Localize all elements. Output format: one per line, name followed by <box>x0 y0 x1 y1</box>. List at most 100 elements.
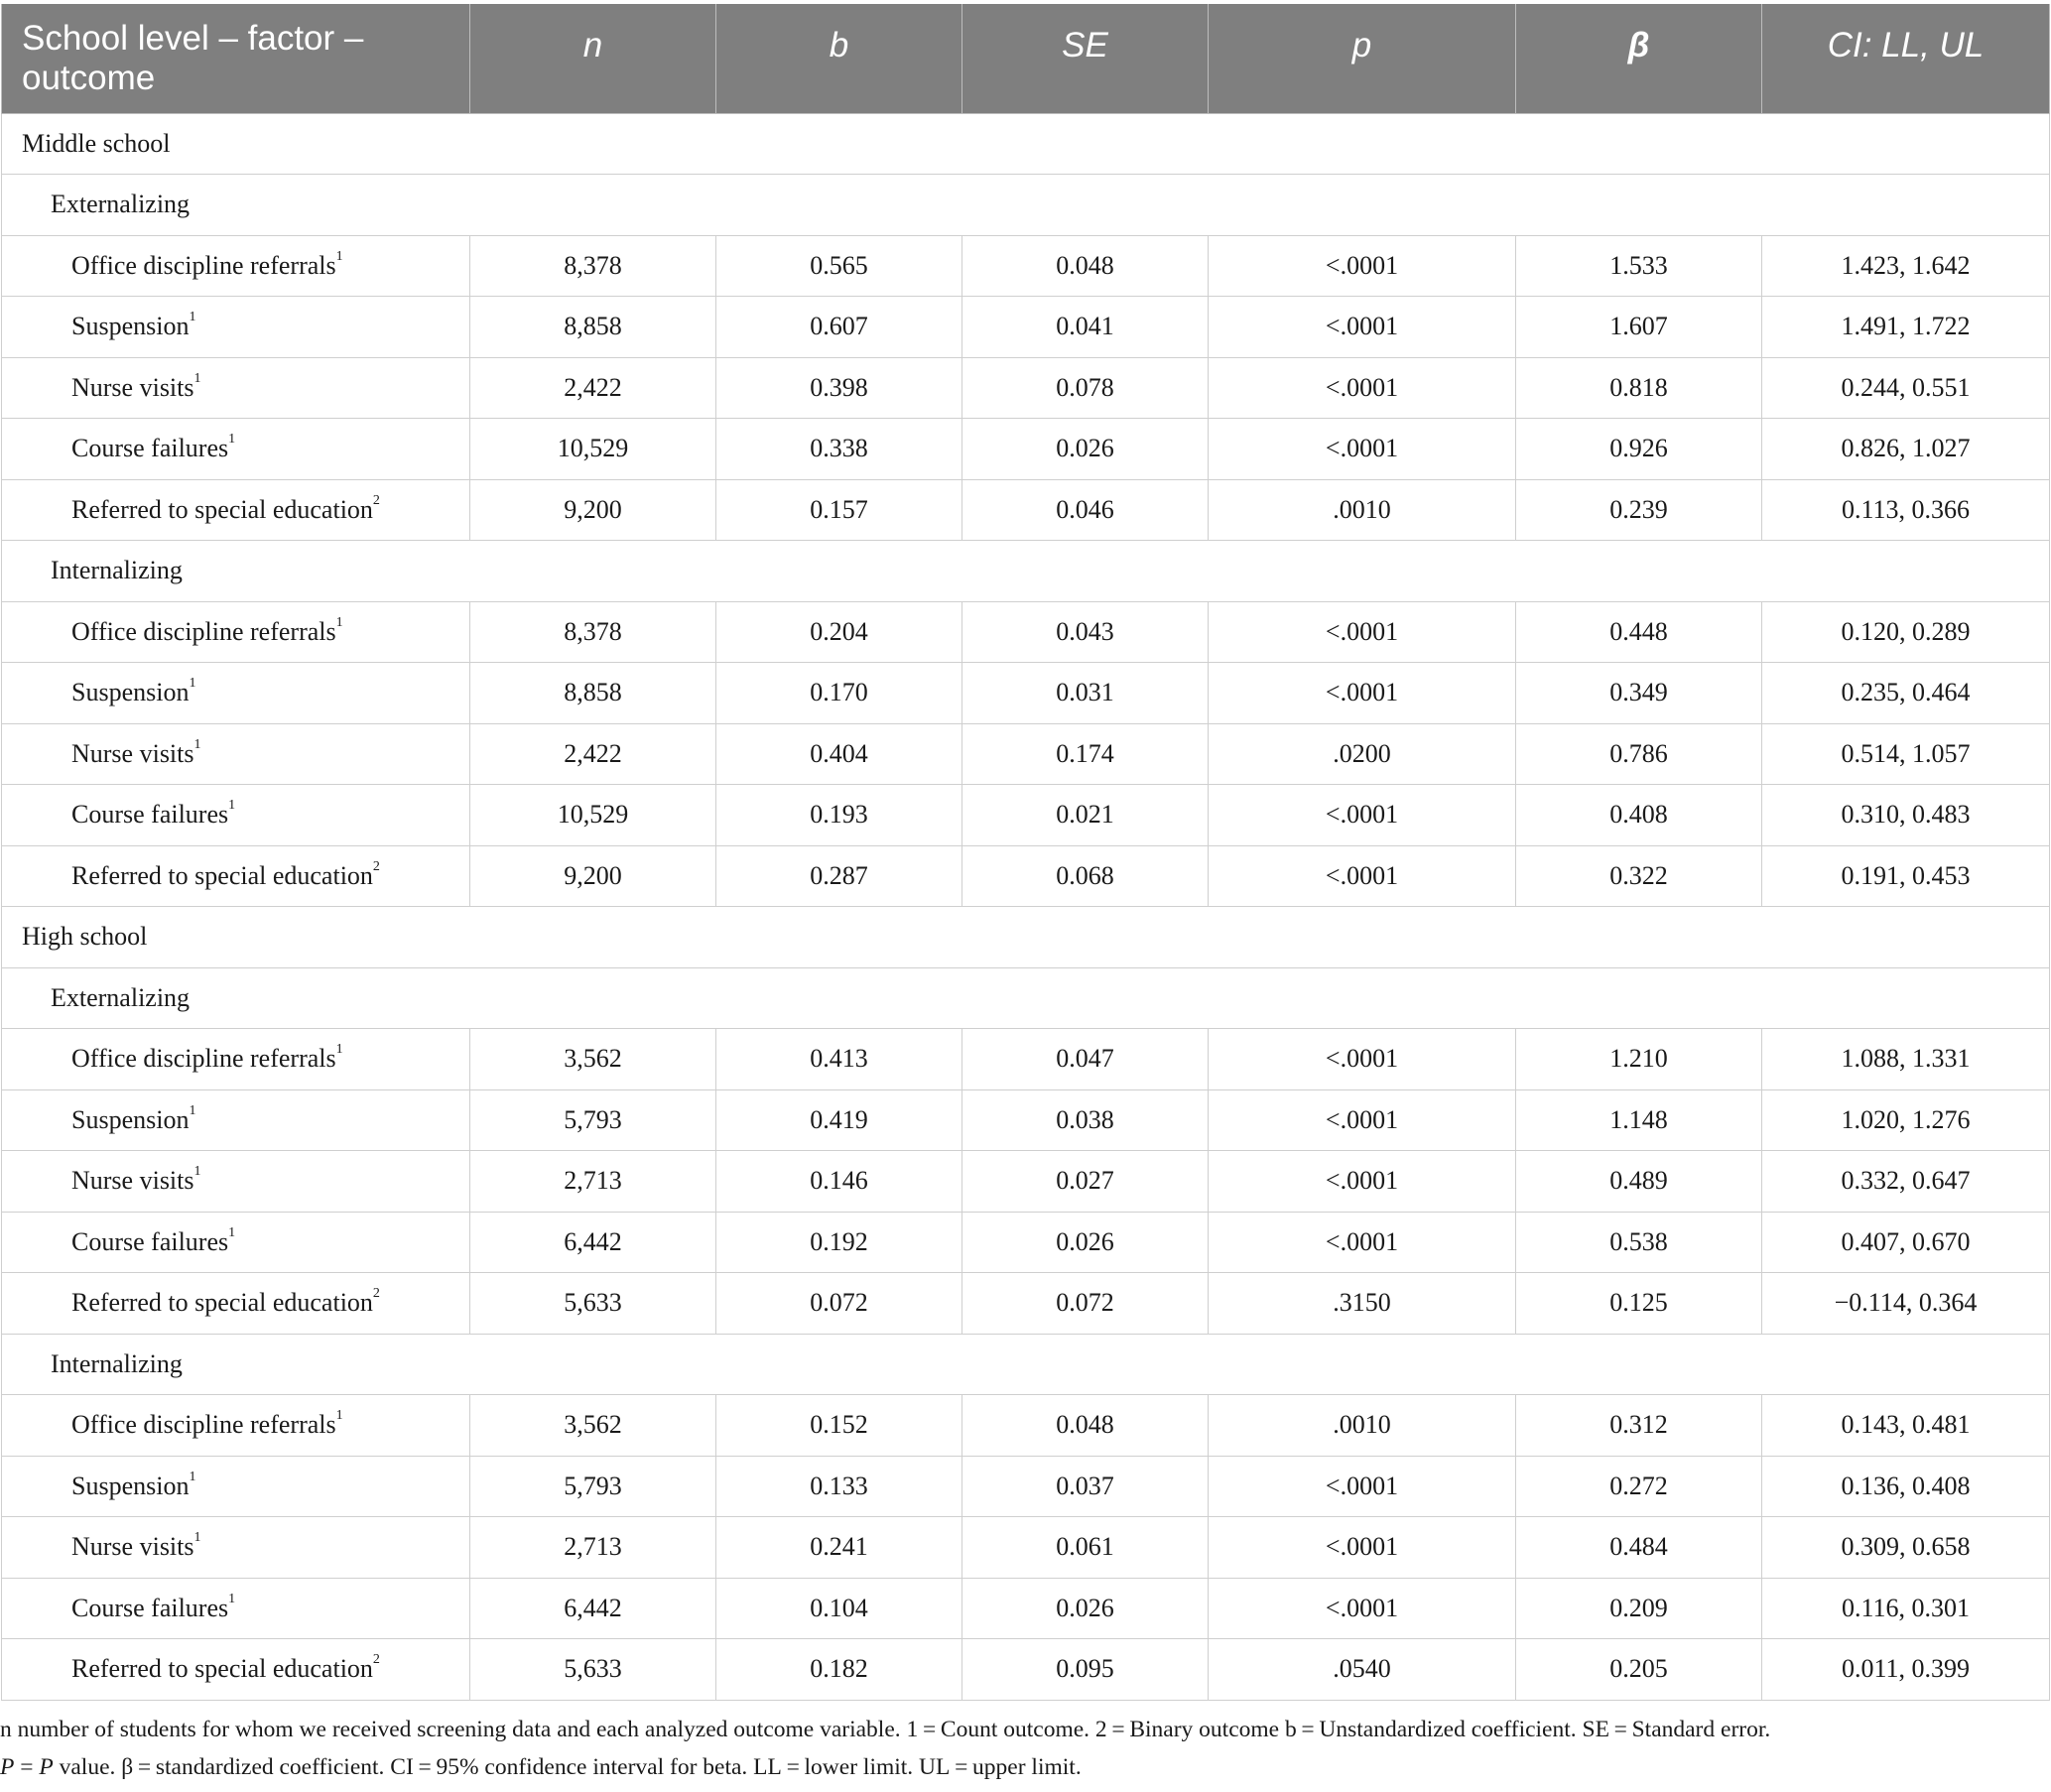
ci-cell: 0.011, 0.399 <box>1761 1638 2050 1701</box>
outcome-cell: Course failures1 <box>1 1577 470 1639</box>
beta-cell: 0.272 <box>1515 1455 1762 1517</box>
table-row: Nurse visits1 2,713 0.241 0.061 <.0001 0.484 0… <box>1 1516 2050 1579</box>
p-cell: <.0001 <box>1208 1516 1516 1579</box>
se-cell: 0.078 <box>961 356 1209 419</box>
n-cell: 5,793 <box>469 1455 716 1517</box>
outcome-type-marker: 1 <box>335 1408 343 1424</box>
header-beta: β <box>1515 4 1762 114</box>
header-school-level: School level – factor – outcome <box>1 4 470 114</box>
footnote-p-symbol-2: P <box>39 1754 54 1780</box>
outcome-type-marker: 1 <box>193 1164 201 1180</box>
outcome-cell: Nurse visits1 <box>1 1150 470 1213</box>
outcome-cell: Office discipline referrals1 <box>1 1028 470 1090</box>
factor-row: Externalizing <box>1 174 2050 236</box>
p-cell: <.0001 <box>1208 356 1516 419</box>
ci-cell: 1.491, 1.722 <box>1761 296 2050 358</box>
outcome-type-marker: 1 <box>189 1469 196 1484</box>
b-cell: 0.133 <box>715 1455 962 1517</box>
beta-cell: 0.818 <box>1515 356 1762 419</box>
se-cell: 0.026 <box>961 1211 1209 1273</box>
n-cell: 2,713 <box>469 1150 716 1213</box>
outcome-label: Nurse visits <box>71 1166 194 1196</box>
n-cell: 5,633 <box>469 1272 716 1335</box>
ci-cell: 0.309, 0.658 <box>1761 1516 2050 1579</box>
table-footnote: n number of students for whom we receive… <box>0 1711 2044 1786</box>
school-level-row: High school <box>1 906 2050 968</box>
ci-cell: 0.310, 0.483 <box>1761 784 2050 846</box>
p-cell: .3150 <box>1208 1272 1516 1335</box>
outcome-label: Course failures <box>71 1226 229 1256</box>
beta-cell: 0.239 <box>1515 478 1762 541</box>
b-cell: 0.170 <box>715 662 962 724</box>
beta-cell: 0.448 <box>1515 600 1762 663</box>
se-cell: 0.021 <box>961 784 1209 846</box>
table-row: Office discipline referrals1 8,378 0.565 0.… <box>1 234 2050 297</box>
b-cell: 0.398 <box>715 356 962 419</box>
beta-cell: 0.312 <box>1515 1394 1762 1457</box>
outcome-type-marker: 1 <box>189 1102 196 1118</box>
table-row: Nurse visits1 2,422 0.398 0.078 <.0001 0.818 0… <box>1 356 2050 419</box>
outcome-label: Course failures <box>71 434 229 463</box>
table-row: Office discipline referrals1 3,562 0.413 0.… <box>1 1028 2050 1090</box>
n-cell: 2,713 <box>469 1516 716 1579</box>
table-row: Referred to special education2 5,633 0.182… <box>1 1638 2050 1701</box>
ci-cell: 0.826, 1.027 <box>1761 418 2050 480</box>
footnote-p-symbol: P <box>0 1754 15 1780</box>
outcome-type-marker: 2 <box>372 492 380 508</box>
b-cell: 0.607 <box>715 296 962 358</box>
b-cell: 0.193 <box>715 784 962 846</box>
table-row: Course failures1 10,529 0.193 0.021 <.0001 0.… <box>1 784 2050 846</box>
beta-cell: 0.408 <box>1515 784 1762 846</box>
ci-cell: 0.235, 0.464 <box>1761 662 2050 724</box>
table-row: Suspension1 5,793 0.133 0.037 <.0001 0.272 0.1… <box>1 1455 2050 1517</box>
outcome-cell: Office discipline referrals1 <box>1 1394 470 1457</box>
outcome-type-marker: 1 <box>193 370 201 386</box>
n-cell: 8,858 <box>469 662 716 724</box>
ci-cell: 0.332, 0.647 <box>1761 1150 2050 1213</box>
beta-cell: 0.786 <box>1515 722 1762 785</box>
p-cell: <.0001 <box>1208 1211 1516 1273</box>
outcome-type-marker: 1 <box>228 1224 236 1240</box>
beta-cell: 0.538 <box>1515 1211 1762 1273</box>
outcome-type-marker: 1 <box>193 736 201 752</box>
n-cell: 10,529 <box>469 784 716 846</box>
ci-cell: 0.120, 0.289 <box>1761 600 2050 663</box>
table-row: Suspension1 8,858 0.607 0.041 <.0001 1.607 1.4… <box>1 296 2050 358</box>
se-cell: 0.026 <box>961 418 1209 480</box>
table-row: Nurse visits1 2,422 0.404 0.174.0200 0.786 0.… <box>1 722 2050 785</box>
n-cell: 8,858 <box>469 296 716 358</box>
outcome-label: Course failures <box>71 800 229 830</box>
ci-cell: 0.407, 0.670 <box>1761 1211 2050 1273</box>
table-row: Course failures1 6,442 0.104 0.026 <.0001 0.2… <box>1 1577 2050 1639</box>
beta-cell: 1.607 <box>1515 296 1762 358</box>
n-cell: 3,562 <box>469 1028 716 1090</box>
factor-row: Internalizing <box>1 540 2050 602</box>
outcome-label: Office discipline referrals <box>71 1044 336 1074</box>
header-p: p <box>1208 4 1516 114</box>
outcome-type-marker: 1 <box>228 432 236 448</box>
outcome-label: Suspension <box>71 312 190 341</box>
table-row: Office discipline referrals1 3,562 0.152 0.… <box>1 1394 2050 1457</box>
b-cell: 0.241 <box>715 1516 962 1579</box>
n-cell: 6,442 <box>469 1577 716 1639</box>
school-level-label: Middle school <box>1 112 2050 175</box>
p-cell: .0010 <box>1208 478 1516 541</box>
outcome-type-marker: 2 <box>372 858 380 874</box>
se-cell: 0.037 <box>961 1455 1209 1517</box>
b-cell: 0.413 <box>715 1028 962 1090</box>
outcome-label: Suspension <box>71 678 190 707</box>
b-cell: 0.204 <box>715 600 962 663</box>
se-cell: 0.061 <box>961 1516 1209 1579</box>
footnote-line-1: n number of students for whom we receive… <box>0 1717 1771 1742</box>
header-b: b <box>715 4 962 114</box>
outcome-label: Suspension <box>71 1104 190 1134</box>
outcome-label: Suspension <box>71 1471 190 1500</box>
outcome-label: Referred to special education <box>71 1288 373 1318</box>
factor-label: Externalizing <box>1 966 2050 1029</box>
outcome-type-marker: 2 <box>372 1652 380 1668</box>
beta-cell: 0.205 <box>1515 1638 1762 1701</box>
p-cell: <.0001 <box>1208 1028 1516 1090</box>
outcome-label: Referred to special education <box>71 1654 373 1684</box>
header-ci: CI: LL, UL <box>1761 4 2050 114</box>
table-row: Referred to special education2 5,633 0.072… <box>1 1272 2050 1335</box>
